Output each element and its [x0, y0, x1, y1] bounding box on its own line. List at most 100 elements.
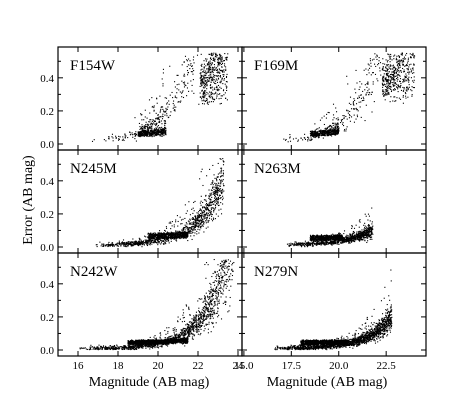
data-point — [125, 242, 127, 244]
data-point — [169, 236, 171, 238]
data-point — [209, 199, 211, 201]
data-point — [148, 237, 150, 239]
data-point — [149, 134, 151, 136]
data-point — [288, 245, 290, 247]
data-point — [367, 228, 369, 230]
data-point — [191, 71, 193, 73]
data-point — [337, 242, 339, 244]
data-point — [320, 129, 322, 131]
data-point — [382, 58, 384, 60]
data-point — [149, 241, 151, 244]
data-point — [164, 123, 166, 125]
data-point — [91, 140, 94, 142]
data-point — [338, 239, 340, 242]
data-point — [199, 209, 202, 211]
data-point — [211, 77, 213, 79]
data-point — [389, 82, 391, 84]
data-point — [151, 123, 153, 125]
data-point — [191, 90, 193, 92]
data-point — [382, 91, 384, 93]
data-point — [192, 207, 194, 209]
data-point — [209, 205, 211, 207]
data-point — [396, 70, 398, 72]
data-point — [369, 58, 371, 60]
data-point — [214, 199, 216, 202]
data-point — [158, 230, 161, 232]
data-point — [166, 231, 168, 233]
data-point — [139, 131, 141, 134]
data-point — [161, 131, 163, 133]
data-point — [331, 132, 333, 134]
data-point — [207, 70, 209, 72]
data-point — [359, 236, 361, 238]
data-point — [370, 65, 372, 67]
data-point — [391, 59, 393, 61]
data-point — [332, 236, 334, 238]
data-point — [182, 233, 184, 235]
data-point — [163, 236, 165, 239]
data-point — [209, 209, 211, 212]
data-point — [153, 122, 155, 124]
data-point — [323, 123, 325, 126]
data-point — [350, 233, 352, 236]
data-point — [146, 128, 148, 130]
data-point — [120, 243, 122, 245]
data-point — [220, 183, 222, 185]
data-point — [151, 234, 153, 236]
data-point — [206, 217, 208, 219]
data-point — [314, 132, 316, 134]
data-point — [153, 135, 155, 137]
data-point — [304, 245, 306, 247]
data-point — [214, 208, 216, 210]
data-point — [215, 53, 217, 55]
data-point — [384, 94, 386, 96]
data-point — [221, 56, 223, 58]
data-point — [144, 128, 146, 130]
data-point — [149, 126, 151, 128]
data-point — [217, 64, 219, 66]
data-point — [400, 60, 402, 62]
data-point — [192, 224, 194, 226]
data-point — [213, 209, 215, 212]
data-point — [349, 238, 351, 240]
data-point — [124, 136, 126, 138]
data-point — [172, 102, 174, 105]
data-point — [410, 71, 412, 73]
data-point — [184, 55, 187, 57]
data-point — [157, 129, 159, 131]
data-point — [324, 134, 326, 136]
data-point — [337, 117, 339, 119]
data-point — [207, 68, 209, 70]
data-point — [406, 68, 408, 70]
data-point — [194, 232, 196, 234]
data-point — [315, 242, 317, 244]
data-point — [158, 121, 160, 123]
data-point — [206, 218, 208, 220]
data-point — [128, 243, 130, 245]
data-point — [160, 128, 162, 130]
data-point — [320, 135, 323, 137]
data-point — [406, 78, 408, 80]
data-point — [203, 210, 205, 212]
data-point — [382, 95, 385, 97]
data-point — [160, 120, 162, 122]
data-point — [343, 130, 345, 132]
data-point — [131, 245, 133, 247]
data-point — [376, 55, 378, 57]
data-point — [139, 242, 141, 245]
data-point — [198, 215, 200, 217]
data-point — [340, 119, 342, 121]
data-point — [146, 130, 148, 132]
data-point — [348, 241, 350, 243]
data-point — [205, 60, 208, 62]
data-point — [194, 218, 196, 220]
data-point — [165, 243, 167, 245]
data-point — [211, 218, 213, 220]
data-point — [389, 79, 391, 81]
scatter-points — [91, 52, 229, 142]
data-point — [136, 240, 138, 243]
data-point — [312, 235, 314, 237]
data-point — [191, 218, 193, 220]
data-point — [181, 236, 183, 238]
data-point — [211, 182, 213, 184]
